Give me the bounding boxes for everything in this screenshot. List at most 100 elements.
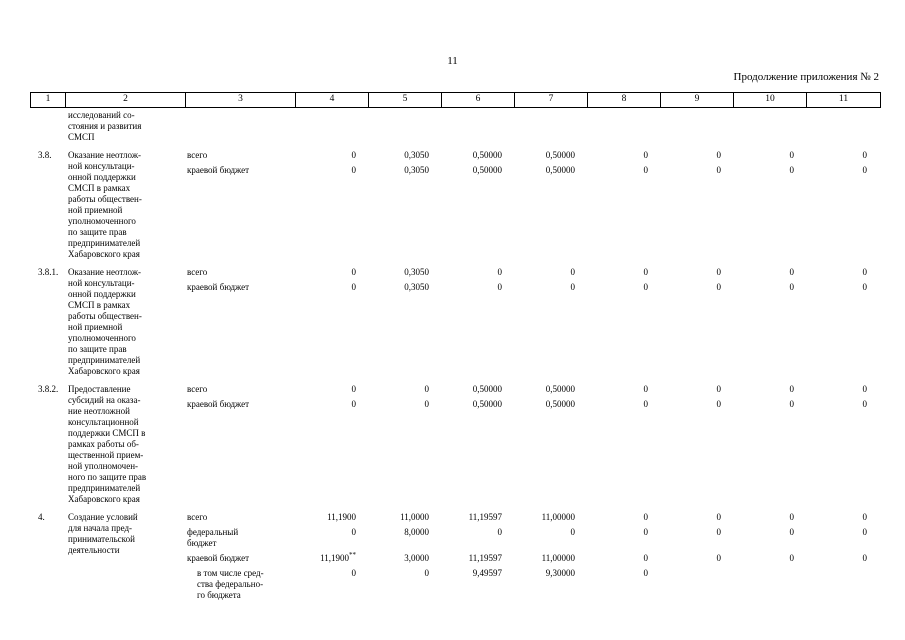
budget-line-label: краевой бюджет [185,399,295,410]
text-line: всего [187,267,208,277]
row-budget-lines: всего 0 0,3050 0 0 0 0 0 0 краевой бюджет 0 0,3050 0… [185,267,879,297]
column-header-cell: 9 [661,93,734,107]
value-cell: 0 [789,527,795,537]
value-cell: 0 [643,267,649,277]
row-budget-lines: всего 0 0 0,50000 0,50000 0 0 0 0 краевой бюджет 0… [185,384,879,414]
value-cell: 0 [570,267,576,277]
value-cell: 3,0000 [404,553,429,563]
value-cell: 0 [716,267,722,277]
text-line: Создание условий [68,512,138,522]
value-cell: 0 [862,282,868,292]
budget-line-label: всего [185,267,295,278]
value-cell: 0 [643,527,649,537]
value-cell: 11,19597 [468,512,502,522]
table-row: 3.8.2. Предоставление субсидий на оказа-ни… [30,384,879,505]
text-line: краевой бюджет [187,165,250,175]
table-row: исследований со-стояния и развития СМСП [30,110,879,143]
value-cell: 0 [789,399,795,409]
text-line: СМСП в рамках [68,300,131,310]
value-cell: 0 [497,267,503,277]
text-line: СМСП [68,132,95,142]
value-cell: 0 [351,150,357,160]
budget-line: всего 11,1900 11,0000 11,19597 11,00000 0 0 0 0 [185,512,879,523]
value-cell: 0 [716,150,722,160]
column-header-cell: 10 [734,93,807,107]
value-cell: 0,50000 [545,150,575,160]
column-header-cell: 7 [515,93,588,107]
value-cell: 0,3050 [404,150,429,160]
value-cell: 0 [862,165,868,175]
budget-line: краевой бюджет 0 0 0,50000 0,50000 0 0 0 0 [185,399,879,410]
value-cell: 11,00000 [541,512,575,522]
column-header-cell: 6 [442,93,515,107]
budget-line-label: федеральный бюджет [185,527,295,549]
value-cell: 0 [716,553,722,563]
text-line: по защите прав [68,344,127,354]
value-cell: 0,50000 [472,150,502,160]
text-line: уполномоченного [68,333,136,343]
text-line: Предоставление [68,384,131,394]
budget-line: всего 0 0,3050 0,50000 0,50000 0 0 0 0 [185,150,879,161]
value-cell: 9,30000 [545,568,575,578]
value-cell: 11,1900** [320,551,356,564]
value-cell: 0 [716,512,722,522]
text-line: ства федерально- [197,579,264,589]
text-line: онной поддержки [68,289,136,299]
text-line: стояния и развития [68,121,142,131]
value-cell: 0 [351,527,357,537]
budget-line: в том числе сред-ства федерально-го бюдж… [185,568,879,601]
table-row: 4. Создание условий для начала пред-приним… [30,512,879,605]
value-cell: 0 [789,267,795,277]
text-line: Хабаровского края [68,366,140,376]
table-column-number-header: 1 2 3 4 5 6 7 8 9 10 11 [30,92,881,108]
text-line: деятельности [68,545,120,555]
text-line: Хабаровского края [68,494,140,504]
budget-line-label: всего [185,384,295,395]
value-cell: 0,3050 [404,165,429,175]
text-line: субсидий на оказа- [68,395,141,405]
value-cell: 0,3050 [404,282,429,292]
value-cell: 0 [497,527,503,537]
text-line: краевой бюджет [187,399,250,409]
value-cell: 0 [351,165,357,175]
value-cell: 0,50000 [545,384,575,394]
value-cell: 0 [716,399,722,409]
text-line: ного по защите прав [68,472,147,482]
column-header-cell: 5 [369,93,442,107]
value-cell: 0,50000 [472,165,502,175]
value-cell: 0 [716,282,722,292]
text-line: по защите прав [68,227,127,237]
budget-line: краевой бюджет 0 0,3050 0 0 0 0 0 0 [185,282,879,293]
value-cell: 0 [789,553,795,563]
value-cell: 0 [643,568,649,578]
value-cell: 0 [570,282,576,292]
column-header-cell: 2 [66,93,186,107]
value-cell: 0 [351,568,357,578]
text-line: для начала пред- [68,523,133,533]
text-line: всего [187,512,208,522]
value-cell: 0 [862,399,868,409]
value-cell: 0 [862,150,868,160]
text-line: краевой бюджет [187,553,250,563]
budget-line-label: всего [185,150,295,161]
value-cell: 0 [716,527,722,537]
text-line: СМСП в рамках [68,183,131,193]
value-cell: 0,50000 [545,399,575,409]
value-cell: 0 [643,282,649,292]
text-line: федеральный [187,527,239,537]
column-header-cell: 11 [838,94,849,104]
value-cell: 0 [570,527,576,537]
row-budget-lines: всего 0 0,3050 0,50000 0,50000 0 0 0 0 краевой бю… [185,150,879,180]
budget-line: всего 0 0 0,50000 0,50000 0 0 0 0 [185,384,879,395]
row-number: 3.8. [38,150,52,160]
text-line: рамках работы об- [68,439,139,449]
text-line: консультационной [68,417,139,427]
table-body: исследований со-стояния и развития СМСП 3.… [30,110,879,612]
text-line: ние неотложной [68,406,130,416]
row-number: 3.8.2. [38,384,59,394]
column-header-cell: 4 [296,93,369,107]
row-budget-lines: всего 11,1900 11,0000 11,19597 11,00000 0 0 0 0 ф… [185,512,879,605]
text-line: работы обществен- [68,194,142,204]
value-cell: 0 [716,384,722,394]
budget-line: краевой бюджет 0 0,3050 0,50000 0,50000 0 0 0 0 [185,165,879,176]
